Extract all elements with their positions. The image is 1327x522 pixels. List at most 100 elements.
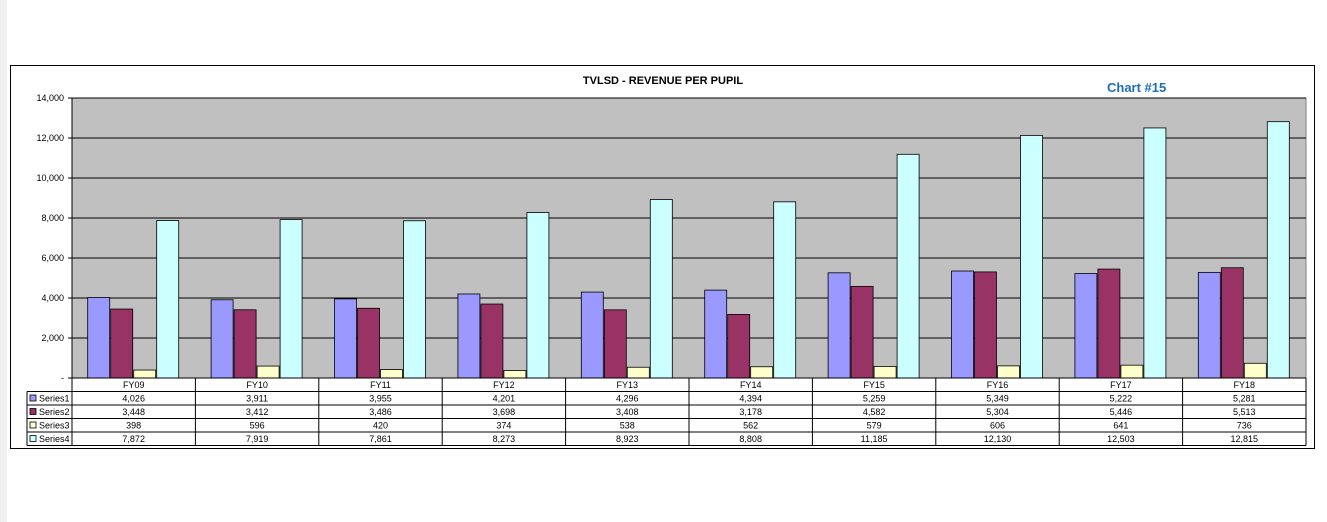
bar-series2-fy16 — [974, 271, 997, 379]
bar-series2-fy18 — [1220, 267, 1244, 379]
data-label: 3,486 — [369, 407, 392, 417]
x-tick-label: FY13 — [617, 380, 639, 390]
chart-title: TVLSD - REVENUE PER PUPIL — [583, 75, 743, 87]
data-label: 606 — [990, 421, 1005, 431]
legend-swatch — [29, 394, 37, 402]
bar-series4-fy18 — [1266, 121, 1290, 379]
data-label: 3,448 — [122, 407, 145, 417]
window-edge — [0, 0, 7, 522]
bar-series1-fy15 — [827, 272, 851, 379]
bar-series3-fy18 — [1243, 362, 1267, 379]
x-tick-label: FY10 — [246, 380, 268, 390]
legend-swatch — [29, 421, 37, 429]
bar-series3-fy14 — [750, 366, 774, 379]
data-label: 374 — [496, 421, 511, 431]
data-label: 3,698 — [493, 407, 516, 417]
data-label: 579 — [867, 421, 882, 431]
bar-series1-fy14 — [704, 289, 728, 379]
bar-series1-fy11 — [334, 298, 357, 379]
x-tick-label: FY11 — [370, 380, 391, 390]
bar-series2-fy11 — [357, 307, 380, 379]
y-tick-label: 4,000 — [41, 293, 64, 303]
chart-number-label: Chart #15 — [1107, 80, 1166, 95]
data-label: 7,861 — [369, 434, 392, 444]
data-label: 5,304 — [986, 407, 1009, 417]
data-label: 398 — [126, 421, 141, 431]
data-label: 4,394 — [739, 394, 762, 404]
bar-series1-fy12 — [457, 293, 481, 379]
bar-series3-fy11 — [380, 369, 403, 379]
bar-series3-fy15 — [873, 366, 897, 379]
bar-series2-fy17 — [1097, 268, 1121, 379]
data-label: 5,446 — [1110, 407, 1133, 417]
data-label: 8,923 — [616, 434, 639, 444]
data-label: 5,281 — [1233, 394, 1256, 404]
bar-series3-fy17 — [1120, 364, 1144, 379]
legend-entry: Series3 — [39, 421, 70, 431]
chart-frame: -2,000 4,000 6,000 8,000 10,000 12,000 14,000 … — [10, 65, 1315, 449]
data-label: 4,201 — [493, 394, 516, 404]
data-label: 562 — [743, 421, 758, 431]
data-label: 4,026 — [122, 394, 145, 404]
bar-series1-fy13 — [580, 291, 604, 379]
data-label: 3,911 — [246, 394, 268, 404]
bar-series3-fy09 — [133, 369, 157, 379]
data-label: 7,919 — [246, 434, 269, 444]
y-tick-label: 14,000 — [36, 93, 64, 103]
data-label: 11,185 — [861, 434, 888, 444]
bar-series3-fy12 — [503, 370, 527, 379]
data-label: 8,273 — [493, 434, 516, 444]
x-tick-label: FY09 — [123, 380, 145, 390]
bar-series1-fy09 — [87, 297, 111, 379]
bar-series2-fy15 — [850, 285, 874, 379]
bar-series3-fy10 — [256, 365, 280, 379]
data-label: 4,582 — [863, 407, 886, 417]
legend-entry: Series1 — [39, 394, 70, 404]
data-label: 7,872 — [122, 434, 145, 444]
bar-series3-fy13 — [626, 366, 650, 379]
data-label: 596 — [250, 421, 265, 431]
bar-series2-fy09 — [110, 308, 134, 379]
legend-swatch — [29, 435, 37, 442]
bar-series1-fy17 — [1074, 273, 1098, 379]
y-tick-label: 2,000 — [41, 333, 64, 343]
bar-series3-fy16 — [997, 365, 1020, 379]
data-label: 420 — [373, 421, 388, 431]
x-tick-label: FY14 — [740, 380, 762, 390]
data-label: 12,503 — [1107, 434, 1135, 444]
bar-series2-fy13 — [603, 309, 627, 379]
data-label: 8,808 — [739, 434, 762, 444]
data-label: 12,815 — [1231, 434, 1259, 444]
x-tick-label: FY18 — [1234, 380, 1256, 390]
legend-entry: Series2 — [39, 407, 70, 417]
y-tick-label: 6,000 — [41, 253, 64, 263]
legend-entry: Series4 — [39, 434, 70, 444]
plot-area — [71, 97, 1307, 379]
x-tick-label: FY12 — [493, 380, 515, 390]
y-tick-label: - — [61, 373, 64, 383]
legend-swatch — [29, 408, 37, 415]
bar-series1-fy16 — [951, 270, 974, 379]
bar-series2-fy10 — [233, 309, 257, 379]
data-label: 3,412 — [246, 407, 269, 417]
bar-series1-fy18 — [1197, 271, 1221, 379]
y-tick-label: 10,000 — [36, 173, 64, 183]
y-tick-label: 8,000 — [41, 213, 64, 223]
data-label: 3,955 — [369, 394, 392, 404]
bar-series4-fy09 — [156, 220, 180, 379]
data-label: 736 — [1237, 421, 1252, 431]
bar-series4-fy15 — [896, 153, 920, 379]
data-label: 5,259 — [863, 394, 886, 404]
data-label: 5,349 — [986, 394, 1009, 404]
data-label: 5,513 — [1233, 407, 1256, 417]
data-label: 538 — [620, 421, 635, 431]
bar-series4-fy10 — [279, 219, 303, 379]
bar-series4-fy17 — [1143, 127, 1167, 379]
bar-series4-fy12 — [526, 212, 550, 379]
bar-series4-fy16 — [1020, 135, 1043, 379]
bar-series2-fy12 — [480, 303, 504, 379]
data-label: 641 — [1113, 421, 1128, 431]
bar-chart: -2,0004,0006,0008,00010,00012,00014,000 … — [26, 75, 1307, 446]
data-label: 4,296 — [616, 394, 639, 404]
x-tick-label: FY16 — [987, 380, 1009, 390]
